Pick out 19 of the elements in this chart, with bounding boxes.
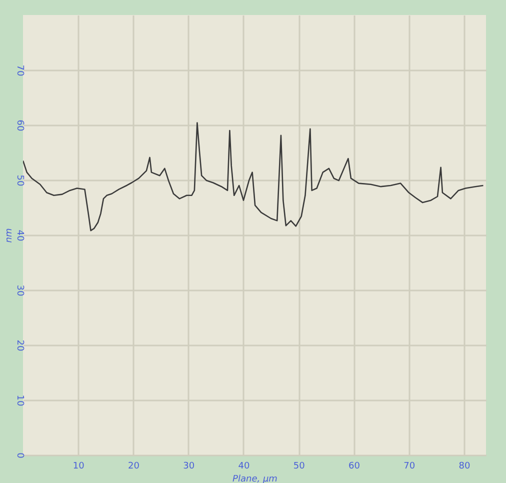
y-tick-label: 0 <box>14 452 24 459</box>
x-tick-label: 10 <box>72 462 85 472</box>
x-tick-label: 60 <box>348 462 360 472</box>
x-tick-label: 40 <box>238 462 250 472</box>
x-tick-label: 30 <box>183 462 195 472</box>
x-tick-label: 70 <box>404 462 416 472</box>
x-tick-label: 20 <box>128 462 140 472</box>
x-tick-label: 80 <box>458 462 470 472</box>
y-axis-title: nm <box>4 228 14 243</box>
line-series <box>23 122 484 232</box>
y-tick-label: 20 <box>14 340 24 352</box>
x-axis-title: Plane, µm <box>232 474 278 483</box>
y-tick-label: 70 <box>14 64 24 76</box>
y-tick-label: 10 <box>14 394 24 406</box>
y-tick-label: 30 <box>14 284 24 296</box>
y-tick-label: 40 <box>14 230 24 242</box>
x-tick-label: 50 <box>293 462 306 472</box>
y-tick-label: 60 <box>14 120 24 132</box>
y-tick-label: 50 <box>14 174 24 186</box>
